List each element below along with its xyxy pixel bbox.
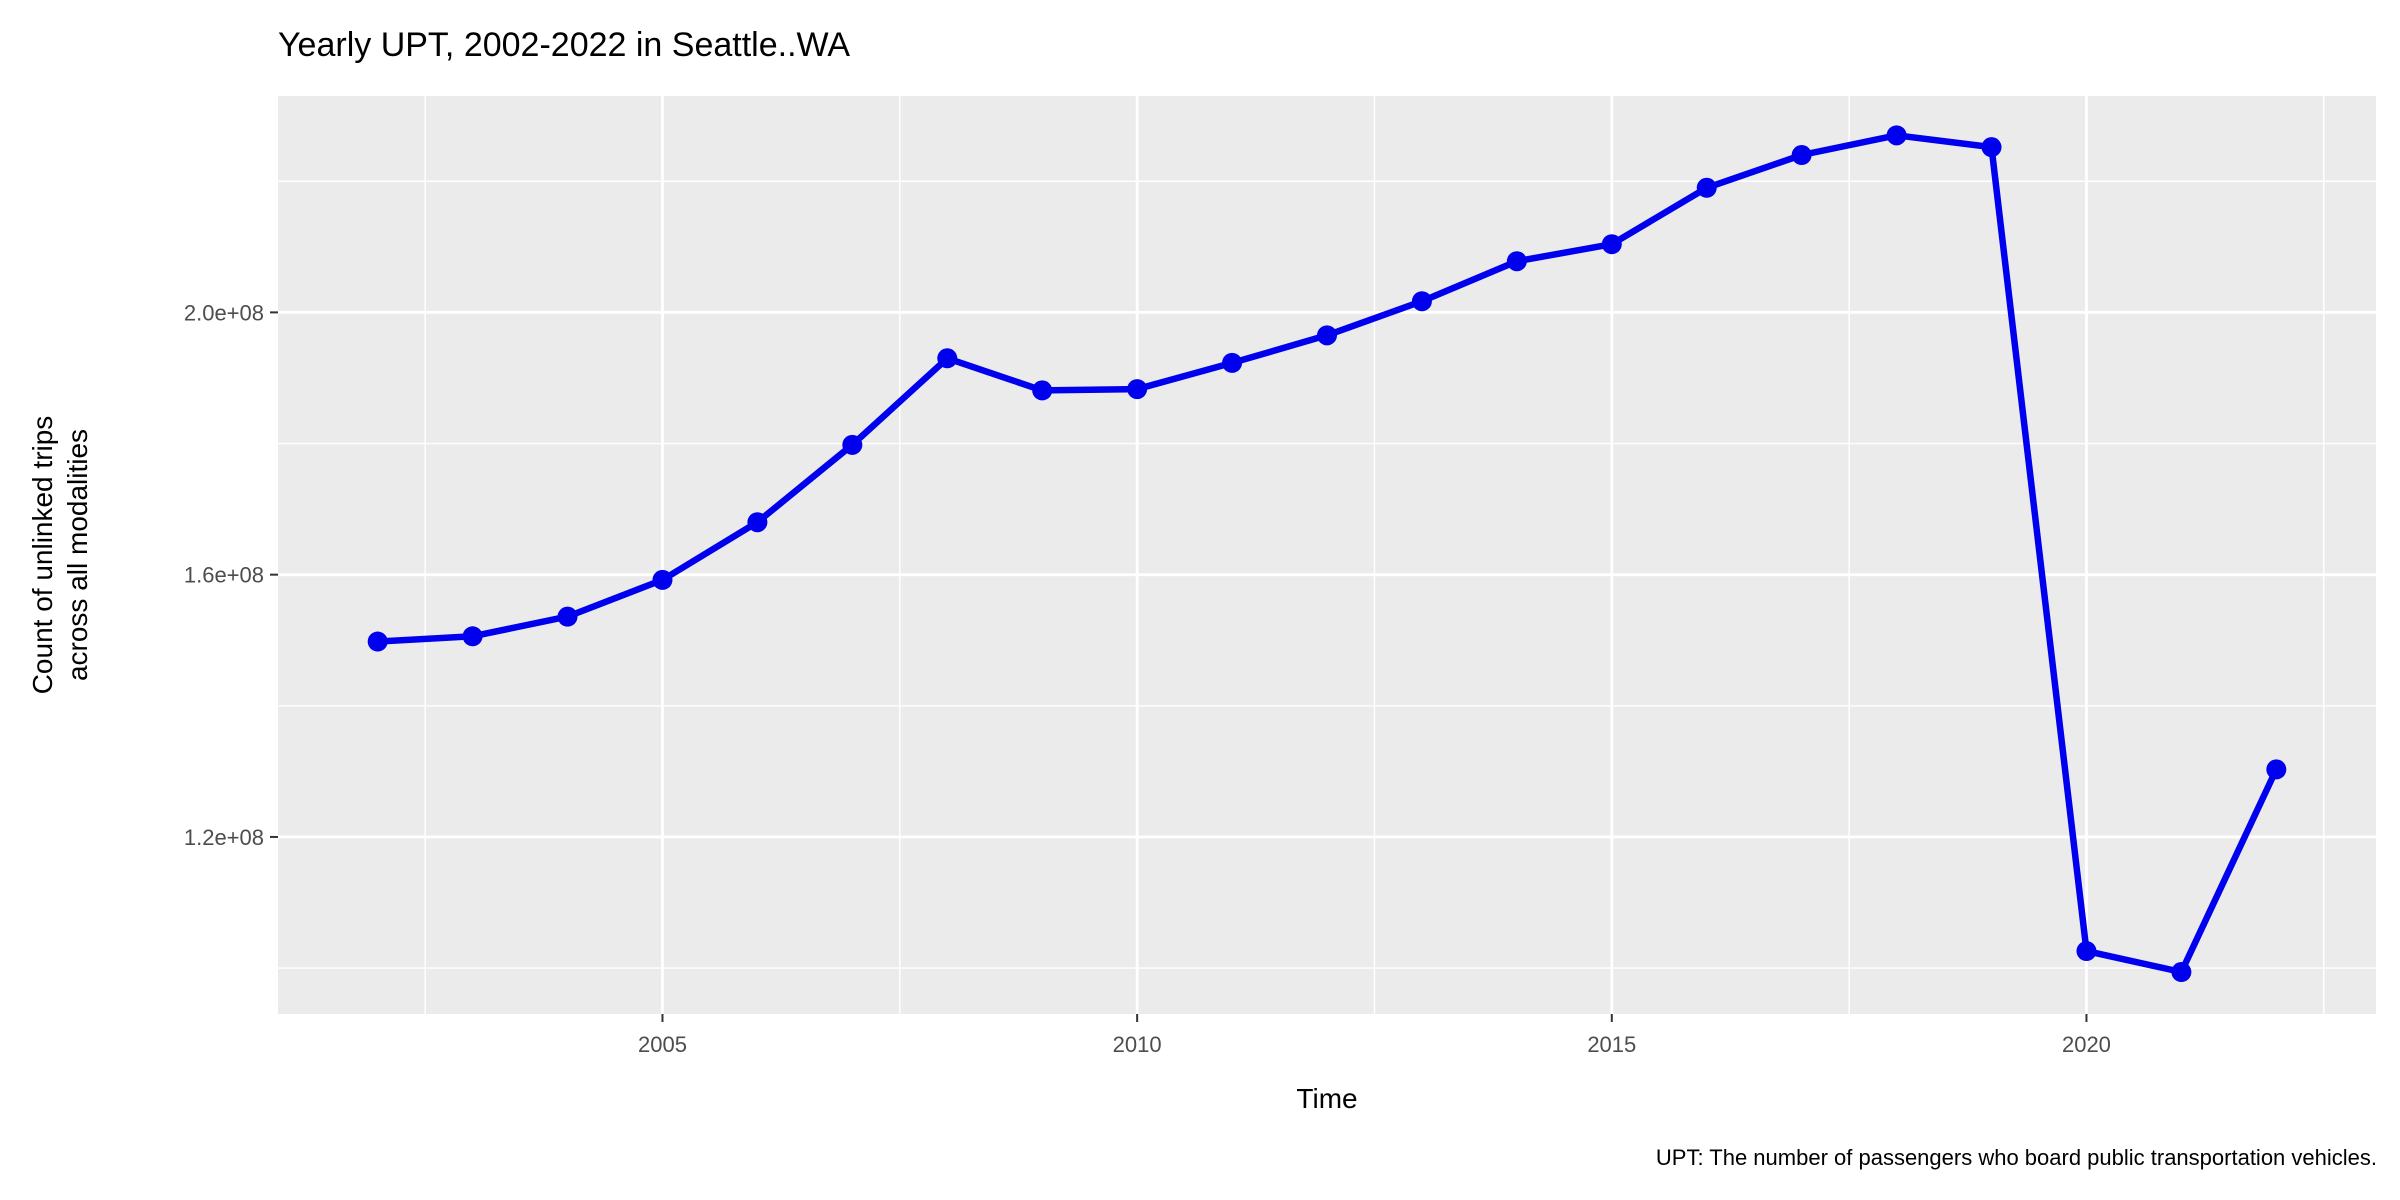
data-point: [652, 569, 673, 590]
data-point: [1317, 325, 1337, 346]
data-point: [1411, 291, 1432, 312]
y-tick-label: 1.2e+08: [184, 825, 264, 850]
data-point: [1506, 251, 1527, 272]
x-tick-label: 2020: [2062, 1032, 2111, 1057]
data-point: [462, 626, 483, 647]
data-point: [1791, 145, 1812, 166]
data-point: [367, 631, 388, 652]
series-layer: [367, 125, 2287, 983]
data-point: [937, 348, 958, 369]
data-point: [557, 606, 578, 627]
minor-gridlines: [278, 96, 2376, 1014]
plot-panel: [278, 96, 2376, 1014]
x-axis-title: Time: [1296, 1083, 1357, 1114]
data-point: [2266, 759, 2287, 780]
y-axis-title-line-2: across all modalities: [62, 429, 93, 681]
x-axis: 2005 2010 2015 2020: [638, 1014, 2111, 1057]
data-point: [1032, 380, 1053, 401]
y-axis-title-line-1: Count of unlinked trips: [27, 416, 58, 695]
data-point: [747, 512, 768, 533]
chart-caption: UPT: The number of passengers who board …: [1656, 1145, 2377, 1170]
data-point: [1127, 379, 1148, 400]
y-tick-label: 1.6e+08: [184, 563, 264, 588]
data-point: [1886, 125, 1907, 146]
data-point: [1696, 177, 1717, 198]
data-point: [2076, 941, 2097, 962]
x-tick-label: 2015: [1587, 1032, 1636, 1057]
data-point: [1222, 352, 1243, 373]
y-axis-title: Count of unlinked trips across all modal…: [27, 416, 93, 695]
data-point: [842, 434, 863, 455]
data-point: [1981, 137, 2002, 158]
chart-title: Yearly UPT, 2002-2022 in Seattle..WA: [278, 26, 850, 64]
y-axis: 1.2e+08 1.6e+08 2.0e+08: [184, 300, 278, 850]
data-point: [1601, 234, 1622, 255]
data-point: [2171, 962, 2192, 983]
x-tick-label: 2005: [638, 1032, 687, 1057]
y-tick-label: 2.0e+08: [184, 300, 264, 325]
x-tick-label: 2010: [1113, 1032, 1162, 1057]
